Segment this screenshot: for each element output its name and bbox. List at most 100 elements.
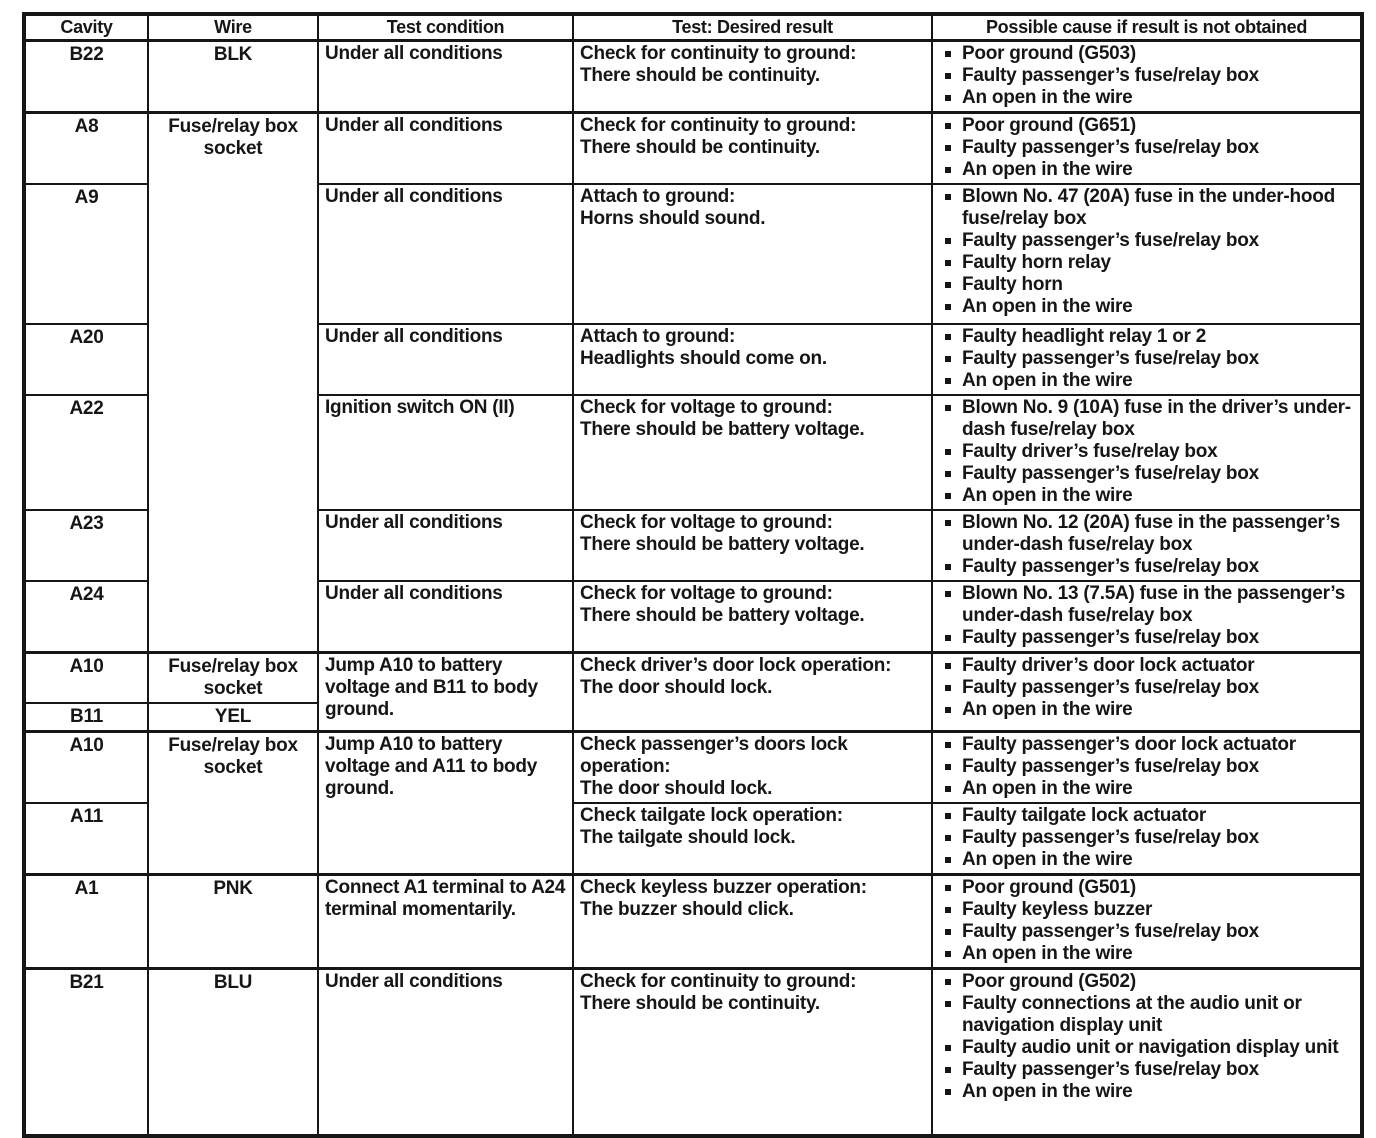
cause-text: Faulty passenger’s fuse/relay box xyxy=(962,756,1259,777)
bullet-icon xyxy=(945,260,951,266)
causes-cell: Blown No. 47 (20A) fuse in the under-hoo… xyxy=(931,183,1363,325)
bullet-icon xyxy=(945,95,951,101)
bullet-icon xyxy=(945,764,951,770)
cause-item: Faulty passenger’s fuse/relay box xyxy=(939,556,1356,578)
table-row-b21: B21 BLU Under all conditions Check for c… xyxy=(23,967,1363,1137)
table-row-a24: A24 Under all conditions Check for volta… xyxy=(23,580,1363,654)
cause-item: Blown No. 13 (7.5A) fuse in the passenge… xyxy=(939,583,1356,627)
wire-cell: Fuse/relay box socket xyxy=(147,111,319,654)
cause-item: Blown No. 9 (10A) fuse in the driver’s u… xyxy=(939,397,1356,441)
cause-text: Faulty headlight relay 1 or 2 xyxy=(962,326,1207,347)
cause-item: An open in the wire xyxy=(939,370,1356,392)
cause-text: An open in the wire xyxy=(962,849,1133,870)
desired-result-cell: Check for continuity to ground: There sh… xyxy=(572,967,933,1137)
bullet-icon xyxy=(945,51,951,57)
cause-item: Faulty horn relay xyxy=(939,252,1356,274)
desired-result-cell: Check driver’s door lock operation: The … xyxy=(572,651,933,733)
desired-result-cell: Check keyless buzzer operation: The buzz… xyxy=(572,873,933,970)
cavity-cell: B21 xyxy=(23,967,149,1137)
bullet-icon xyxy=(945,194,951,200)
col-header-cavity: Cavity xyxy=(23,13,149,42)
cause-item: Blown No. 12 (20A) fuse in the passenger… xyxy=(939,512,1356,556)
bullet-icon xyxy=(945,835,951,841)
bullet-icon xyxy=(945,123,951,129)
col-header-possible-cause: Possible cause if result is not obtained xyxy=(931,13,1363,42)
bullet-icon xyxy=(945,951,951,957)
bullet-icon xyxy=(945,304,951,310)
bullet-icon xyxy=(945,591,951,597)
table-row-a1: A1 PNK Connect A1 terminal to A24 termin… xyxy=(23,873,1363,970)
cause-text: Poor ground (G501) xyxy=(962,877,1136,899)
cause-text: Faulty driver’s door lock actuator xyxy=(962,655,1255,677)
cause-text: An open in the wire xyxy=(962,778,1133,799)
cavity-cell: A11 xyxy=(23,802,149,876)
cause-item: An open in the wire xyxy=(939,699,1356,721)
table-row-a8: A8 Fuse/relay box socket Under all condi… xyxy=(23,111,1363,654)
cause-text: Poor ground (G502) xyxy=(962,971,1136,993)
wire-cell: BLK xyxy=(147,39,319,114)
cause-item: Poor ground (G501) xyxy=(939,877,1356,900)
desired-result-cell: Attach to ground: Horns should sound. xyxy=(572,183,933,325)
cause-item: An open in the wire xyxy=(939,296,1356,318)
test-condition-cell: Ignition switch ON (II) xyxy=(317,394,574,511)
cause-item: An open in the wire xyxy=(939,87,1356,109)
col-header-desired-result: Test: Desired result xyxy=(572,13,933,42)
cause-text: Blown No. 47 (20A) fuse in the under-hoo… xyxy=(962,186,1335,229)
cause-text: Faulty passenger’s door lock actuator xyxy=(962,734,1296,755)
table-row-a22: A22 Ignition switch ON (II) Check for vo… xyxy=(23,394,1363,511)
wire-cell: YEL xyxy=(147,702,319,733)
wire-cell: Fuse/relay box socket xyxy=(147,730,319,876)
cause-item: Faulty passenger’s fuse/relay box xyxy=(939,348,1356,370)
cause-item: Faulty driver’s fuse/relay box xyxy=(939,441,1356,463)
cause-item: Faulty passenger’s door lock actuator xyxy=(939,734,1356,756)
bullet-icon xyxy=(945,1045,951,1051)
desired-result-cell: Check tailgate lock operation: The tailg… xyxy=(572,802,933,876)
wire-cell: Fuse/relay box socket xyxy=(147,651,319,704)
cause-text: Faulty horn relay xyxy=(962,252,1111,273)
cavity-cell: A24 xyxy=(23,580,149,654)
cause-text: Blown No. 12 (20A) fuse in the passenger… xyxy=(962,512,1341,555)
bullet-icon xyxy=(945,145,951,151)
cause-text: An open in the wire xyxy=(962,87,1133,108)
cavity-cell: A10 xyxy=(23,651,149,704)
bullet-icon xyxy=(945,635,951,641)
cause-item: Faulty passenger’s fuse/relay box xyxy=(939,627,1356,649)
bullet-icon xyxy=(945,1001,951,1007)
causes-cell: Poor ground (G503) Faulty passenger’s fus… xyxy=(931,39,1363,114)
desired-result-cell: Attach to ground: Headlights should come… xyxy=(572,323,933,396)
cause-text: Faulty horn xyxy=(962,274,1063,295)
test-condition-cell: Under all conditions xyxy=(317,323,574,396)
test-condition-cell: Under all conditions xyxy=(317,39,574,114)
cause-item: Faulty tailgate lock actuator xyxy=(939,805,1356,827)
bullet-icon xyxy=(945,356,951,362)
cause-item: An open in the wire xyxy=(939,159,1356,181)
cause-item: Faulty passenger’s fuse/relay box xyxy=(939,677,1356,699)
cause-text: Faulty driver’s fuse/relay box xyxy=(962,441,1218,462)
troubleshooting-table: Cavity Wire Test condition Test: Desired… xyxy=(22,12,1364,1138)
cavity-cell: A20 xyxy=(23,323,149,396)
bullet-icon xyxy=(945,449,951,455)
cause-item: Faulty passenger’s fuse/relay box xyxy=(939,230,1356,252)
bullet-icon xyxy=(945,1089,951,1095)
causes-cell: Faulty headlight relay 1 or 2 Faulty pass… xyxy=(931,323,1363,396)
bullet-icon xyxy=(945,786,951,792)
cause-item: Faulty audio unit or navigation display … xyxy=(939,1037,1356,1059)
desired-result-cell: Check for continuity to ground: There sh… xyxy=(572,39,933,114)
desired-result-cell: Check for voltage to ground: There shoul… xyxy=(572,580,933,654)
test-condition-cell: Under all conditions xyxy=(317,580,574,654)
cavity-cell: A23 xyxy=(23,509,149,582)
cause-item: Faulty keyless buzzer xyxy=(939,899,1356,921)
bullet-icon xyxy=(945,471,951,477)
test-condition-cell: Under all conditions xyxy=(317,183,574,325)
col-header-test-condition: Test condition xyxy=(317,13,574,42)
cause-item: Poor ground (G503) xyxy=(939,43,1356,65)
cause-text: Faulty passenger’s fuse/relay box xyxy=(962,230,1259,251)
bullet-icon xyxy=(945,813,951,819)
cause-item: Faulty passenger’s fuse/relay box xyxy=(939,921,1356,943)
cavity-cell: A9 xyxy=(23,183,149,325)
cause-text: An open in the wire xyxy=(962,159,1133,180)
causes-cell: Poor ground (G501) Faulty keyless buzzer F… xyxy=(931,873,1363,970)
bullet-icon xyxy=(945,979,951,985)
bullet-icon xyxy=(945,520,951,526)
cause-item: Faulty passenger’s fuse/relay box xyxy=(939,827,1356,849)
